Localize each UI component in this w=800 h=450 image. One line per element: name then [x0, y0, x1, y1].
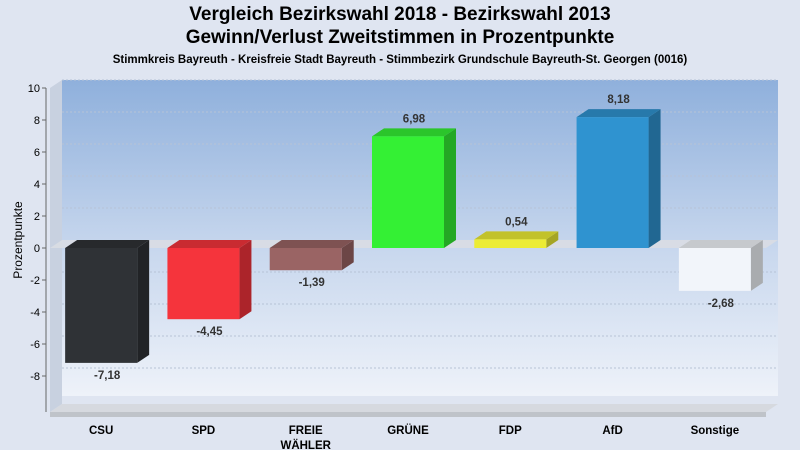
- y-tick-label: -2: [30, 275, 40, 287]
- y-tick-label: -8: [30, 371, 40, 383]
- bar-top: [269, 240, 354, 248]
- bar-side: [750, 240, 763, 291]
- bar: [372, 128, 456, 248]
- bar-side: [341, 240, 354, 271]
- data-label: -1,39: [299, 277, 325, 289]
- bar-top: [678, 240, 763, 248]
- bar-front: [678, 248, 751, 291]
- bar-side: [546, 231, 559, 248]
- bar-top: [372, 128, 456, 137]
- bar-front: [474, 239, 547, 248]
- bar-front: [65, 248, 138, 363]
- x-tick-label: CSU: [89, 425, 113, 437]
- plot-floor: [50, 404, 778, 412]
- bar-side: [137, 240, 150, 363]
- bar-top: [576, 109, 661, 118]
- bar-front: [269, 248, 342, 271]
- bar-side: [648, 109, 661, 249]
- chart-subtitle: Gewinn/Verlust Zweitstimmen in Prozentpu…: [185, 27, 615, 48]
- data-label: -2,68: [708, 298, 735, 310]
- data-label: 8,18: [607, 94, 630, 106]
- chart-title: Vergleich Bezirkswahl 2018 - Bezirkswahl…: [189, 4, 611, 25]
- bar: [167, 240, 252, 320]
- plot-floor-edge: [50, 412, 766, 417]
- bar-front: [576, 117, 649, 249]
- y-tick-label: 2: [34, 211, 40, 223]
- data-label: -4,45: [196, 326, 223, 338]
- bar: [576, 109, 661, 249]
- x-tick-label: GRÜNE: [387, 424, 429, 437]
- y-tick-label: 10: [28, 83, 40, 95]
- x-tick-label: SPD: [192, 425, 216, 437]
- data-label: 6,98: [403, 113, 426, 125]
- x-tick-label: FREIE WÄHLER: [280, 425, 331, 450]
- data-label: 0,54: [505, 216, 528, 228]
- y-tick-label: 0: [34, 243, 40, 255]
- bar: [269, 240, 354, 271]
- bar-front: [372, 136, 444, 248]
- data-label: -7,18: [94, 370, 121, 382]
- y-tick-label: -6: [30, 339, 40, 351]
- x-tick-label: Sonstige: [691, 425, 740, 437]
- chart-subtitle-location: Stimmkreis Bayreuth - Kreisfreie Stadt B…: [112, 54, 688, 66]
- x-tick-label: FDP: [499, 425, 522, 437]
- y-tick-label: 8: [34, 115, 40, 127]
- y-tick-label: -4: [30, 307, 40, 319]
- bar-side: [444, 128, 456, 248]
- bar-top: [65, 240, 150, 248]
- bar: [678, 240, 763, 291]
- y-axis-label: Prozentpunkte: [11, 201, 25, 279]
- bar-top: [474, 231, 559, 240]
- bar: [474, 231, 559, 248]
- y-tick-label: 6: [34, 147, 40, 159]
- bar: [65, 240, 150, 363]
- bar-front: [167, 248, 240, 320]
- bar-top: [167, 240, 252, 248]
- x-tick-label: AfD: [602, 425, 622, 437]
- y-tick-label: 4: [34, 179, 40, 191]
- bar-side: [239, 240, 252, 320]
